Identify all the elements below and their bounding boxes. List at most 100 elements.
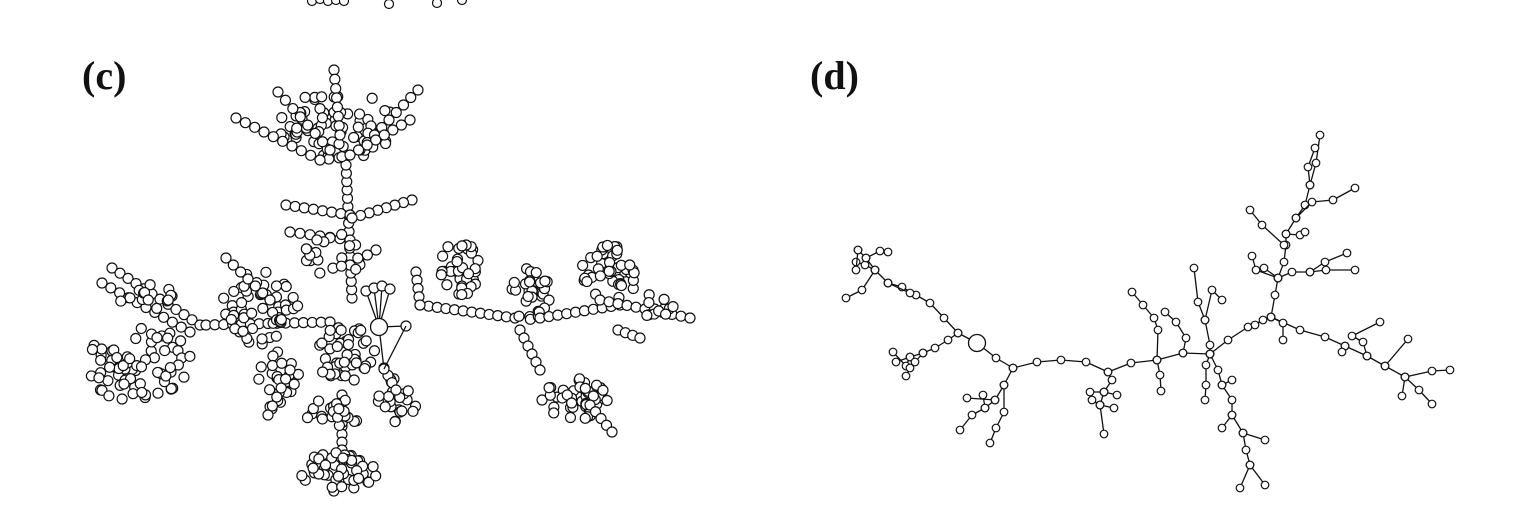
- node: [249, 280, 261, 292]
- node: [1260, 435, 1270, 445]
- node: [603, 296, 615, 308]
- node: [412, 84, 424, 96]
- node: [227, 259, 239, 271]
- edge: [1384, 338, 1409, 367]
- node: [352, 121, 364, 133]
- node: [136, 386, 148, 399]
- node: [348, 131, 360, 144]
- node: [330, 0, 342, 6]
- node: [124, 292, 136, 304]
- node: [86, 343, 99, 356]
- tree-diagram-c: [85, 64, 696, 497]
- node: [456, 240, 468, 252]
- node: [105, 282, 117, 294]
- node: [266, 400, 278, 412]
- node: [1270, 290, 1280, 300]
- node: [287, 102, 299, 115]
- node: [257, 302, 269, 314]
- node: [302, 119, 314, 131]
- node: [264, 384, 276, 396]
- node: [339, 370, 351, 382]
- node: [249, 121, 261, 133]
- node: [543, 382, 555, 394]
- node: [276, 112, 288, 124]
- node: [513, 310, 525, 322]
- node: [1281, 229, 1291, 239]
- node: [271, 391, 283, 403]
- node: [360, 335, 372, 347]
- node: [667, 300, 679, 313]
- node: [291, 122, 303, 134]
- node: [170, 303, 182, 316]
- node: [1200, 395, 1210, 405]
- node: [343, 240, 356, 252]
- node: [253, 373, 265, 385]
- node: [151, 332, 163, 344]
- node: [1205, 349, 1215, 359]
- node: [414, 299, 426, 311]
- node: [985, 438, 995, 448]
- node: [95, 354, 107, 366]
- root-node: [369, 317, 389, 337]
- node: [1112, 390, 1122, 400]
- node: [178, 371, 190, 383]
- node: [396, 405, 408, 417]
- node: [508, 276, 520, 289]
- node: [218, 292, 230, 304]
- node: [1291, 213, 1301, 223]
- node: [316, 337, 328, 349]
- node: [1032, 357, 1042, 367]
- node: [870, 265, 880, 275]
- node: [333, 403, 345, 415]
- node: [235, 296, 248, 309]
- node: [523, 276, 536, 288]
- node: [370, 470, 382, 482]
- node: [316, 112, 329, 124]
- node: [1303, 162, 1313, 172]
- node: [407, 405, 419, 417]
- node: [298, 202, 310, 214]
- node: [1427, 399, 1437, 409]
- node: [1247, 251, 1257, 261]
- node: [853, 245, 863, 255]
- node: [539, 275, 551, 287]
- node: [370, 134, 382, 146]
- node: [288, 378, 300, 390]
- node: [404, 114, 416, 126]
- node: [548, 407, 560, 419]
- node: [1138, 300, 1148, 310]
- node: [366, 92, 378, 104]
- node: [1257, 220, 1267, 230]
- node: [579, 412, 591, 424]
- node: [272, 86, 284, 98]
- node: [990, 395, 1000, 405]
- node: [326, 206, 338, 218]
- node: [332, 470, 345, 482]
- node: [1099, 387, 1109, 397]
- node: [152, 387, 164, 399]
- edge: [966, 397, 996, 401]
- node: [316, 136, 329, 148]
- node: [601, 394, 613, 407]
- node: [135, 361, 148, 373]
- node: [1260, 480, 1270, 490]
- node: [1375, 317, 1385, 327]
- node: [242, 273, 254, 285]
- node: [174, 335, 187, 347]
- node: [905, 288, 915, 298]
- node: [284, 226, 296, 238]
- node: [402, 385, 414, 397]
- node: [305, 149, 317, 161]
- node: [1400, 372, 1410, 382]
- node: [280, 199, 292, 211]
- node: [456, 288, 468, 301]
- node: [1095, 400, 1105, 410]
- node: [267, 350, 279, 362]
- node: [383, 0, 395, 10]
- node: [1227, 375, 1237, 385]
- node: [291, 300, 304, 312]
- node: [1238, 428, 1248, 438]
- node: [1153, 325, 1163, 335]
- node: [1217, 380, 1227, 390]
- node: [1305, 267, 1315, 277]
